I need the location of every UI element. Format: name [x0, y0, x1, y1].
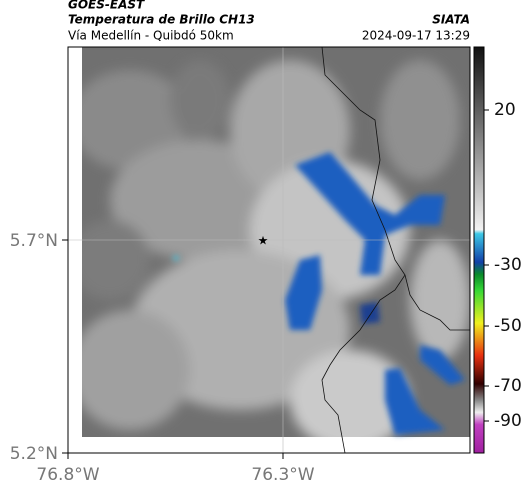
- colorbar: [473, 46, 485, 454]
- lat-label: 5.2°N: [10, 444, 58, 464]
- location-marker: ★: [258, 234, 269, 248]
- route-label: Vía Medellín - Quibdó 50km: [68, 29, 234, 43]
- lon-label: 76.3°W: [251, 465, 314, 485]
- colorbar-label: -70: [494, 376, 522, 396]
- organization: SIATA: [432, 13, 470, 27]
- satellite-name: GOES-EAST: [68, 0, 145, 12]
- satellite-image: ★: [68, 47, 470, 453]
- colorbar-label: -90: [494, 411, 522, 431]
- timestamp: 2024-09-17 13:29: [362, 29, 470, 43]
- lon-label: 76.8°W: [36, 465, 99, 485]
- colorbar-label: -30: [494, 255, 522, 275]
- colorbar-label: -50: [494, 316, 522, 336]
- product-title: Temperatura de Brillo CH13: [68, 13, 255, 27]
- colorbar-label: 20: [494, 100, 516, 120]
- lat-label: 5.7°N: [10, 231, 58, 251]
